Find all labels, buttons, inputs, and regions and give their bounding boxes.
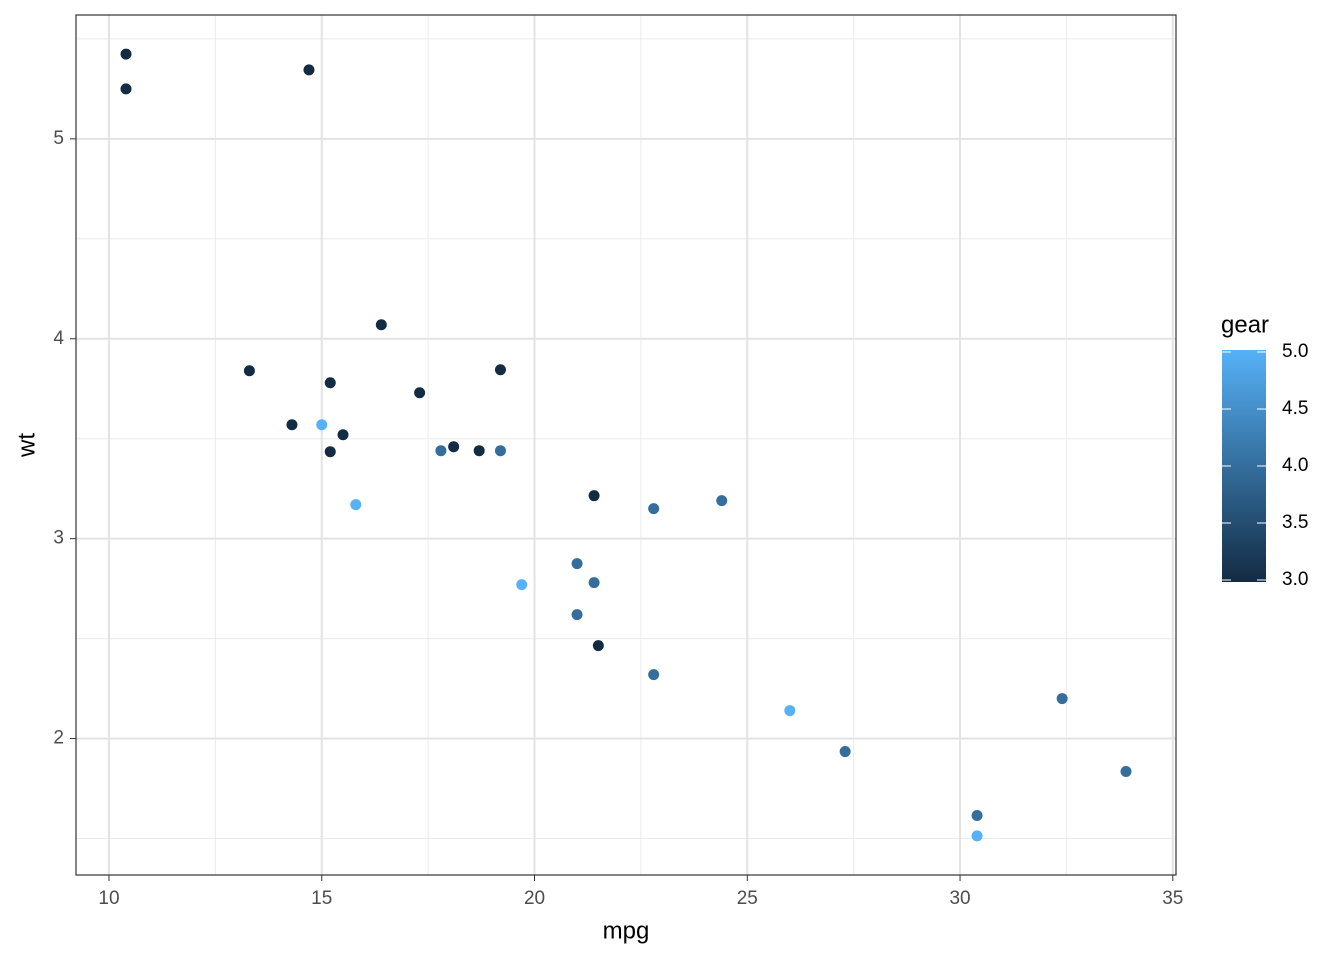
point [375,319,387,331]
point [1056,693,1068,705]
point [120,48,132,60]
x-axis-title: mpg [603,917,650,944]
panel-border [75,14,1177,876]
point [350,499,362,511]
point [971,810,983,822]
legend-title: gear [1221,311,1269,338]
point [448,441,460,453]
point [494,364,506,376]
point [516,579,528,591]
point [971,830,983,842]
point [473,445,485,457]
point [1120,766,1132,778]
point [494,445,506,457]
point [414,387,426,399]
point [648,503,660,515]
point [286,419,298,431]
y-tick-label: 3 [53,528,64,549]
point [303,64,315,76]
x-tick-label: 20 [524,888,545,909]
legend-label: 4.0 [1282,455,1308,476]
y-tick-label: 5 [53,128,64,149]
point [716,495,728,507]
x-tick-label: 25 [737,888,758,909]
point [839,746,851,758]
y-axis-title: wt [13,433,40,458]
point [648,669,660,681]
point [784,705,796,717]
y-tick-label: 4 [53,328,64,349]
legend-label: 3.5 [1282,512,1308,533]
point [324,446,336,458]
point [120,83,132,95]
point [571,609,583,621]
legend-label: 3.0 [1282,569,1308,590]
point [243,365,255,377]
point [337,429,349,441]
point [592,640,604,652]
point [324,377,336,389]
x-tick-label: 35 [1162,888,1183,909]
point [588,577,600,589]
legend-label: 4.5 [1282,398,1308,419]
point [571,558,583,570]
point [435,445,447,457]
x-tick-label: 10 [98,888,119,909]
point [588,490,600,502]
point [316,419,328,431]
x-tick-label: 30 [949,888,970,909]
x-tick-label: 15 [311,888,332,909]
legend-label: 5.0 [1282,341,1308,362]
y-tick-label: 2 [53,728,64,749]
